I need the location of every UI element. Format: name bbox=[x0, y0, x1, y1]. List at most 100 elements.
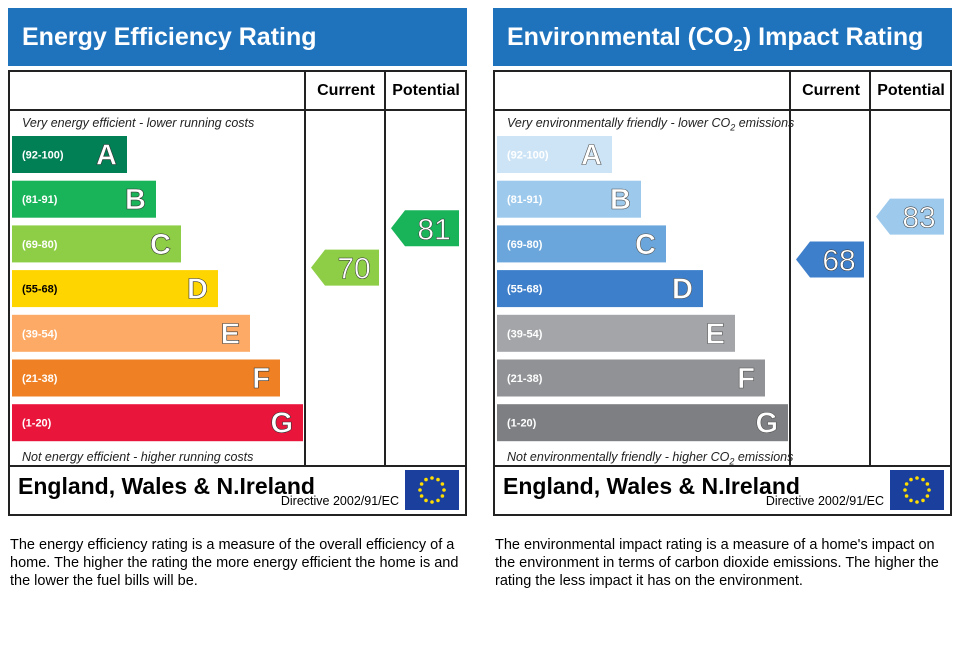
eu-star bbox=[440, 482, 445, 486]
eu-star bbox=[430, 476, 434, 480]
band-range-label: (81-91) bbox=[507, 194, 543, 206]
eu-star bbox=[440, 494, 445, 498]
band-letter-a: A bbox=[96, 140, 117, 172]
bottom-note: Not energy efficient - higher running co… bbox=[22, 450, 254, 464]
band-bar-g bbox=[12, 404, 303, 442]
band-bar-f bbox=[497, 359, 765, 397]
current-rating-arrow bbox=[311, 249, 379, 286]
band-letter-g: G bbox=[755, 408, 778, 440]
band-range-label: (1-20) bbox=[22, 418, 52, 430]
band-bar-a bbox=[497, 136, 612, 173]
band-range-label: (92-100) bbox=[22, 150, 64, 162]
eu-star bbox=[903, 488, 907, 492]
eu-star bbox=[424, 498, 428, 503]
band-letter-a: A bbox=[581, 140, 602, 172]
eu-star bbox=[436, 498, 440, 503]
top-note: Very environmentally friendly - lower CO… bbox=[507, 116, 795, 133]
eu-star bbox=[921, 477, 925, 482]
potential-column-header: Potential bbox=[392, 82, 460, 99]
eu-star bbox=[927, 488, 931, 492]
band-letter-b: B bbox=[125, 184, 146, 216]
potential-rating-value: 83 bbox=[902, 202, 935, 235]
band-bar-e bbox=[497, 314, 735, 352]
potential-column-header: Potential bbox=[877, 82, 945, 99]
band-range-label: (55-68) bbox=[22, 284, 58, 296]
eu-star bbox=[909, 477, 913, 482]
eu-star bbox=[925, 482, 930, 486]
band-bar-e bbox=[12, 314, 250, 352]
current-rating-arrow bbox=[796, 241, 864, 278]
band-bar-c bbox=[12, 225, 181, 263]
eu-star bbox=[915, 500, 919, 504]
chart-footer: England, Wales & N.Ireland Directive 200… bbox=[495, 465, 950, 514]
band-range-label: (39-54) bbox=[507, 328, 543, 340]
band-range-label: (55-68) bbox=[507, 284, 543, 296]
potential-rating-arrow bbox=[391, 210, 459, 247]
band-range-label: (21-38) bbox=[22, 373, 58, 385]
eu-star bbox=[925, 494, 930, 498]
band-range-label: (21-38) bbox=[507, 373, 543, 385]
band-range-label: (1-20) bbox=[507, 418, 537, 430]
band-range-label: (92-100) bbox=[507, 150, 549, 162]
band-range-label: (81-91) bbox=[22, 194, 58, 206]
band-bar-b bbox=[12, 180, 156, 218]
band-letter-e: E bbox=[706, 318, 725, 350]
band-bar-f bbox=[12, 359, 280, 397]
band-letter-d: D bbox=[672, 274, 693, 306]
eu-star bbox=[419, 482, 424, 486]
environmental-impact-panel: Environmental (CO2) Impact Rating (92-10… bbox=[493, 8, 952, 516]
eu-star bbox=[418, 488, 422, 492]
eu-star bbox=[442, 488, 446, 492]
energy-efficiency-title: Energy Efficiency Rating bbox=[8, 8, 467, 66]
directive-label: Directive 2002/91/EC bbox=[765, 494, 884, 508]
band-bar-b bbox=[497, 180, 641, 218]
eu-star bbox=[909, 498, 913, 503]
eu-star bbox=[430, 500, 434, 504]
band-letter-f: F bbox=[737, 363, 755, 395]
bottom-note: Not environmentally friendly - higher CO… bbox=[507, 450, 794, 467]
band-letter-e: E bbox=[221, 318, 240, 350]
eu-star bbox=[419, 494, 424, 498]
potential-rating-arrow bbox=[876, 198, 944, 235]
band-bar-a bbox=[12, 136, 127, 173]
environmental-impact-bars: (92-100) A (81-91) B (69-80) C (55-68) D (39-54)… bbox=[495, 72, 950, 466]
energy-efficiency-chart: (92-100) A (81-91) B (69-80) C (55-68) D (39-54)… bbox=[8, 70, 467, 516]
environmental-impact-chart: (92-100) A (81-91) B (69-80) C (55-68) D (39-54)… bbox=[493, 70, 952, 516]
environmental-impact-description: The environmental impact rating is a mea… bbox=[495, 537, 939, 589]
band-letter-b: B bbox=[610, 184, 631, 216]
band-range-label: (39-54) bbox=[22, 328, 58, 340]
current-column-header: Current bbox=[317, 82, 375, 99]
band-letter-c: C bbox=[150, 229, 171, 261]
energy-efficiency-panel: Energy Efficiency Rating (92-100) A (81-91… bbox=[8, 8, 467, 516]
country-label: England, Wales & N.Ireland bbox=[18, 473, 315, 499]
band-letter-g: G bbox=[270, 408, 293, 440]
band-letter-c: C bbox=[635, 229, 656, 261]
chart-footer: England, Wales & N.Ireland Directive 200… bbox=[10, 465, 465, 514]
band-bar-d bbox=[497, 270, 703, 308]
band-letter-d: D bbox=[187, 274, 208, 306]
eu-star bbox=[424, 477, 428, 482]
current-rating-value: 70 bbox=[337, 253, 370, 286]
country-label: England, Wales & N.Ireland bbox=[503, 473, 800, 499]
eu-star bbox=[436, 477, 440, 482]
current-rating-value: 68 bbox=[822, 245, 855, 278]
potential-rating-value: 81 bbox=[417, 213, 450, 246]
eu-star bbox=[921, 498, 925, 503]
eu-flag-icon bbox=[890, 470, 944, 510]
band-bar-g bbox=[497, 404, 788, 442]
band-range-label: (69-80) bbox=[22, 239, 58, 251]
eu-star bbox=[904, 482, 909, 486]
energy-efficiency-description: The energy efficiency rating is a measur… bbox=[10, 537, 459, 589]
band-range-label: (69-80) bbox=[507, 239, 543, 251]
environmental-impact-title: Environmental (CO2) Impact Rating bbox=[493, 8, 952, 66]
top-note: Very energy efficient - lower running co… bbox=[22, 116, 255, 130]
band-bar-d bbox=[12, 270, 218, 308]
band-letter-f: F bbox=[252, 363, 270, 395]
eu-flag-icon bbox=[405, 470, 459, 510]
eu-star bbox=[904, 494, 909, 498]
band-bar-c bbox=[497, 225, 666, 263]
energy-efficiency-bars: (92-100) A (81-91) B (69-80) C (55-68) D (39-54)… bbox=[10, 72, 465, 466]
eu-star bbox=[915, 476, 919, 480]
current-column-header: Current bbox=[802, 82, 860, 99]
directive-label: Directive 2002/91/EC bbox=[280, 494, 399, 508]
